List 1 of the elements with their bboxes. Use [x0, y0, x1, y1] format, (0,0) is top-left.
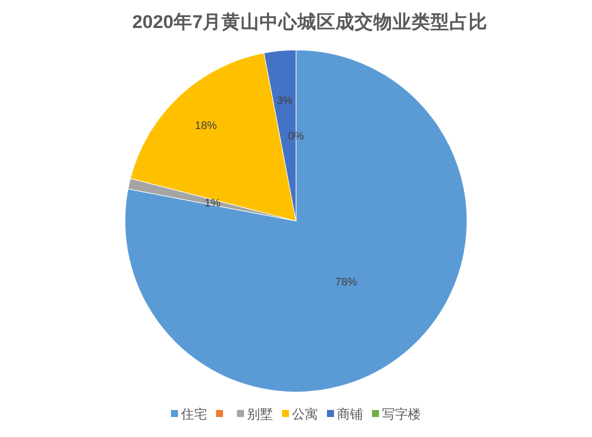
title: 2020年7月黄山中心城区成交物业类型占比 — [132, 11, 488, 32]
